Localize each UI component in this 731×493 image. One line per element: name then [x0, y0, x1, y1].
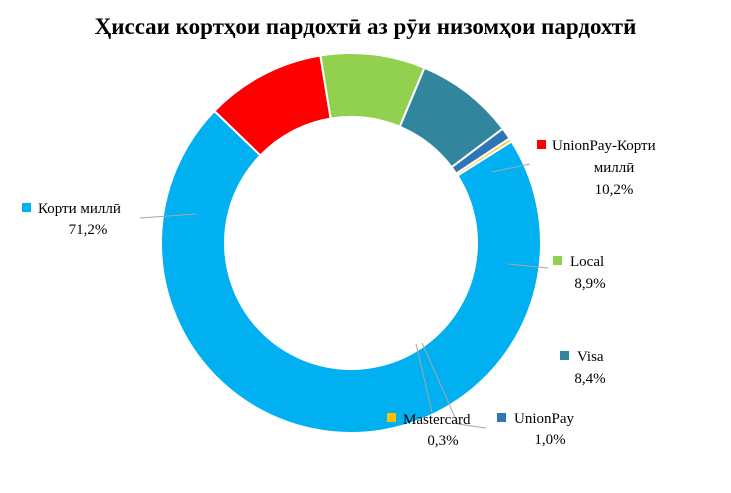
- data-label-unionpay: 1,0%: [534, 432, 565, 448]
- leader-line-unionpay-корти-миллӣ: [491, 163, 531, 173]
- legend-label-visa: Visa: [577, 349, 604, 365]
- leader-line-корти-миллӣ: [139, 213, 197, 219]
- legend-swatch-visa: [560, 351, 569, 360]
- legend-swatch-mastercard: [387, 413, 396, 422]
- leader-line-mastercard: [415, 343, 433, 413]
- legend-label-unionpay-корти-миллӣ-line2: миллӣ: [594, 160, 635, 176]
- data-label-mastercard: 0,3%: [427, 433, 458, 449]
- legend-label-unionpay-корти-миллӣ-line1: UnionPay-Корти: [552, 138, 656, 154]
- legend-label-unionpay: UnionPay: [514, 411, 575, 427]
- data-label-visa: 8,4%: [574, 371, 605, 387]
- data-label-корти-миллӣ: 71,2%: [69, 222, 108, 238]
- legend-label-корти-миллӣ: Корти миллӣ: [38, 201, 121, 217]
- leader-line-unionpay: [421, 342, 487, 429]
- legend-swatch-корти-миллӣ: [22, 203, 31, 212]
- legend-swatch-unionpay: [497, 413, 506, 422]
- legend-label-mastercard: Mastercard: [403, 412, 471, 428]
- data-label-unionpay-корти-миллӣ: 10,2%: [595, 182, 634, 198]
- chart-title: Ҳиссаи кортҳои пардохтӣ аз рӯи низомҳои …: [94, 14, 637, 39]
- data-label-local: 8,9%: [574, 276, 605, 292]
- legend-label-local: Local: [570, 254, 604, 270]
- legend-swatch-unionpay-корти-миллӣ: [537, 140, 546, 149]
- leader-line-local: [507, 263, 549, 269]
- slice-корти-миллӣ: [160, 109, 542, 434]
- legend-swatch-local: [553, 256, 562, 265]
